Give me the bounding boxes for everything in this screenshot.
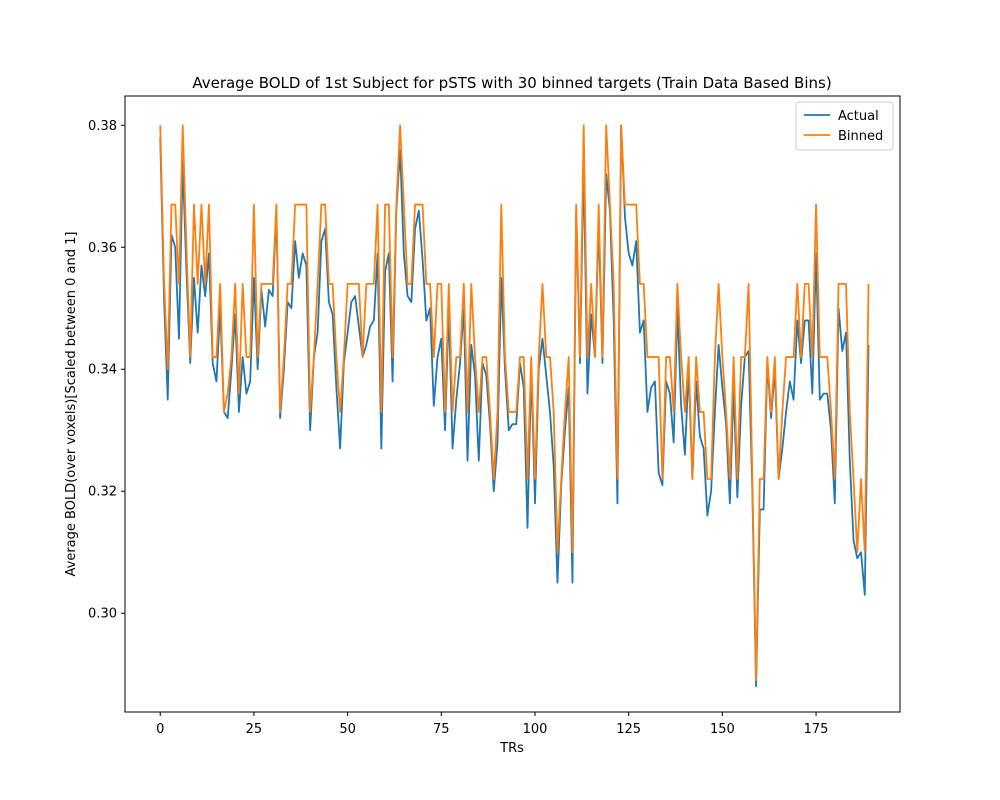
plot-area (159, 124, 870, 688)
x-tick-label: 150 (710, 722, 735, 737)
legend: Actual Binned (795, 101, 894, 151)
y-tick-label: 0.32 (88, 485, 117, 500)
chart-title: Average BOLD of 1st Subject for pSTS wit… (192, 74, 831, 92)
x-tick-label: 175 (804, 722, 829, 737)
x-tick-label: 75 (433, 722, 450, 737)
x-tick-label: 100 (523, 722, 548, 737)
x-tick-label: 0 (156, 722, 164, 737)
x-tick-label: 25 (246, 722, 263, 737)
x-axis-label: TRs (499, 741, 524, 756)
y-tick-label: 0.34 (88, 363, 117, 378)
y-tick-label: 0.30 (88, 607, 117, 622)
x-tick-label: 125 (616, 722, 641, 737)
y-tick-label: 0.38 (88, 119, 117, 134)
legend-label-binned: Binned (838, 129, 883, 144)
x-tick-label: 50 (339, 722, 356, 737)
plot-frame (124, 95, 901, 713)
legend-box (795, 101, 894, 151)
series-line-binned (159, 124, 870, 682)
legend-label-actual: Actual (838, 109, 879, 124)
y-axis-label: Average BOLD(over voxels)[Scaled between… (64, 232, 79, 577)
y-axis: 0.30 0.32 0.34 0.36 0.38 (88, 119, 125, 622)
x-axis: 0 25 50 75 100 125 150 175 (156, 712, 828, 737)
y-tick-label: 0.36 (88, 241, 117, 256)
